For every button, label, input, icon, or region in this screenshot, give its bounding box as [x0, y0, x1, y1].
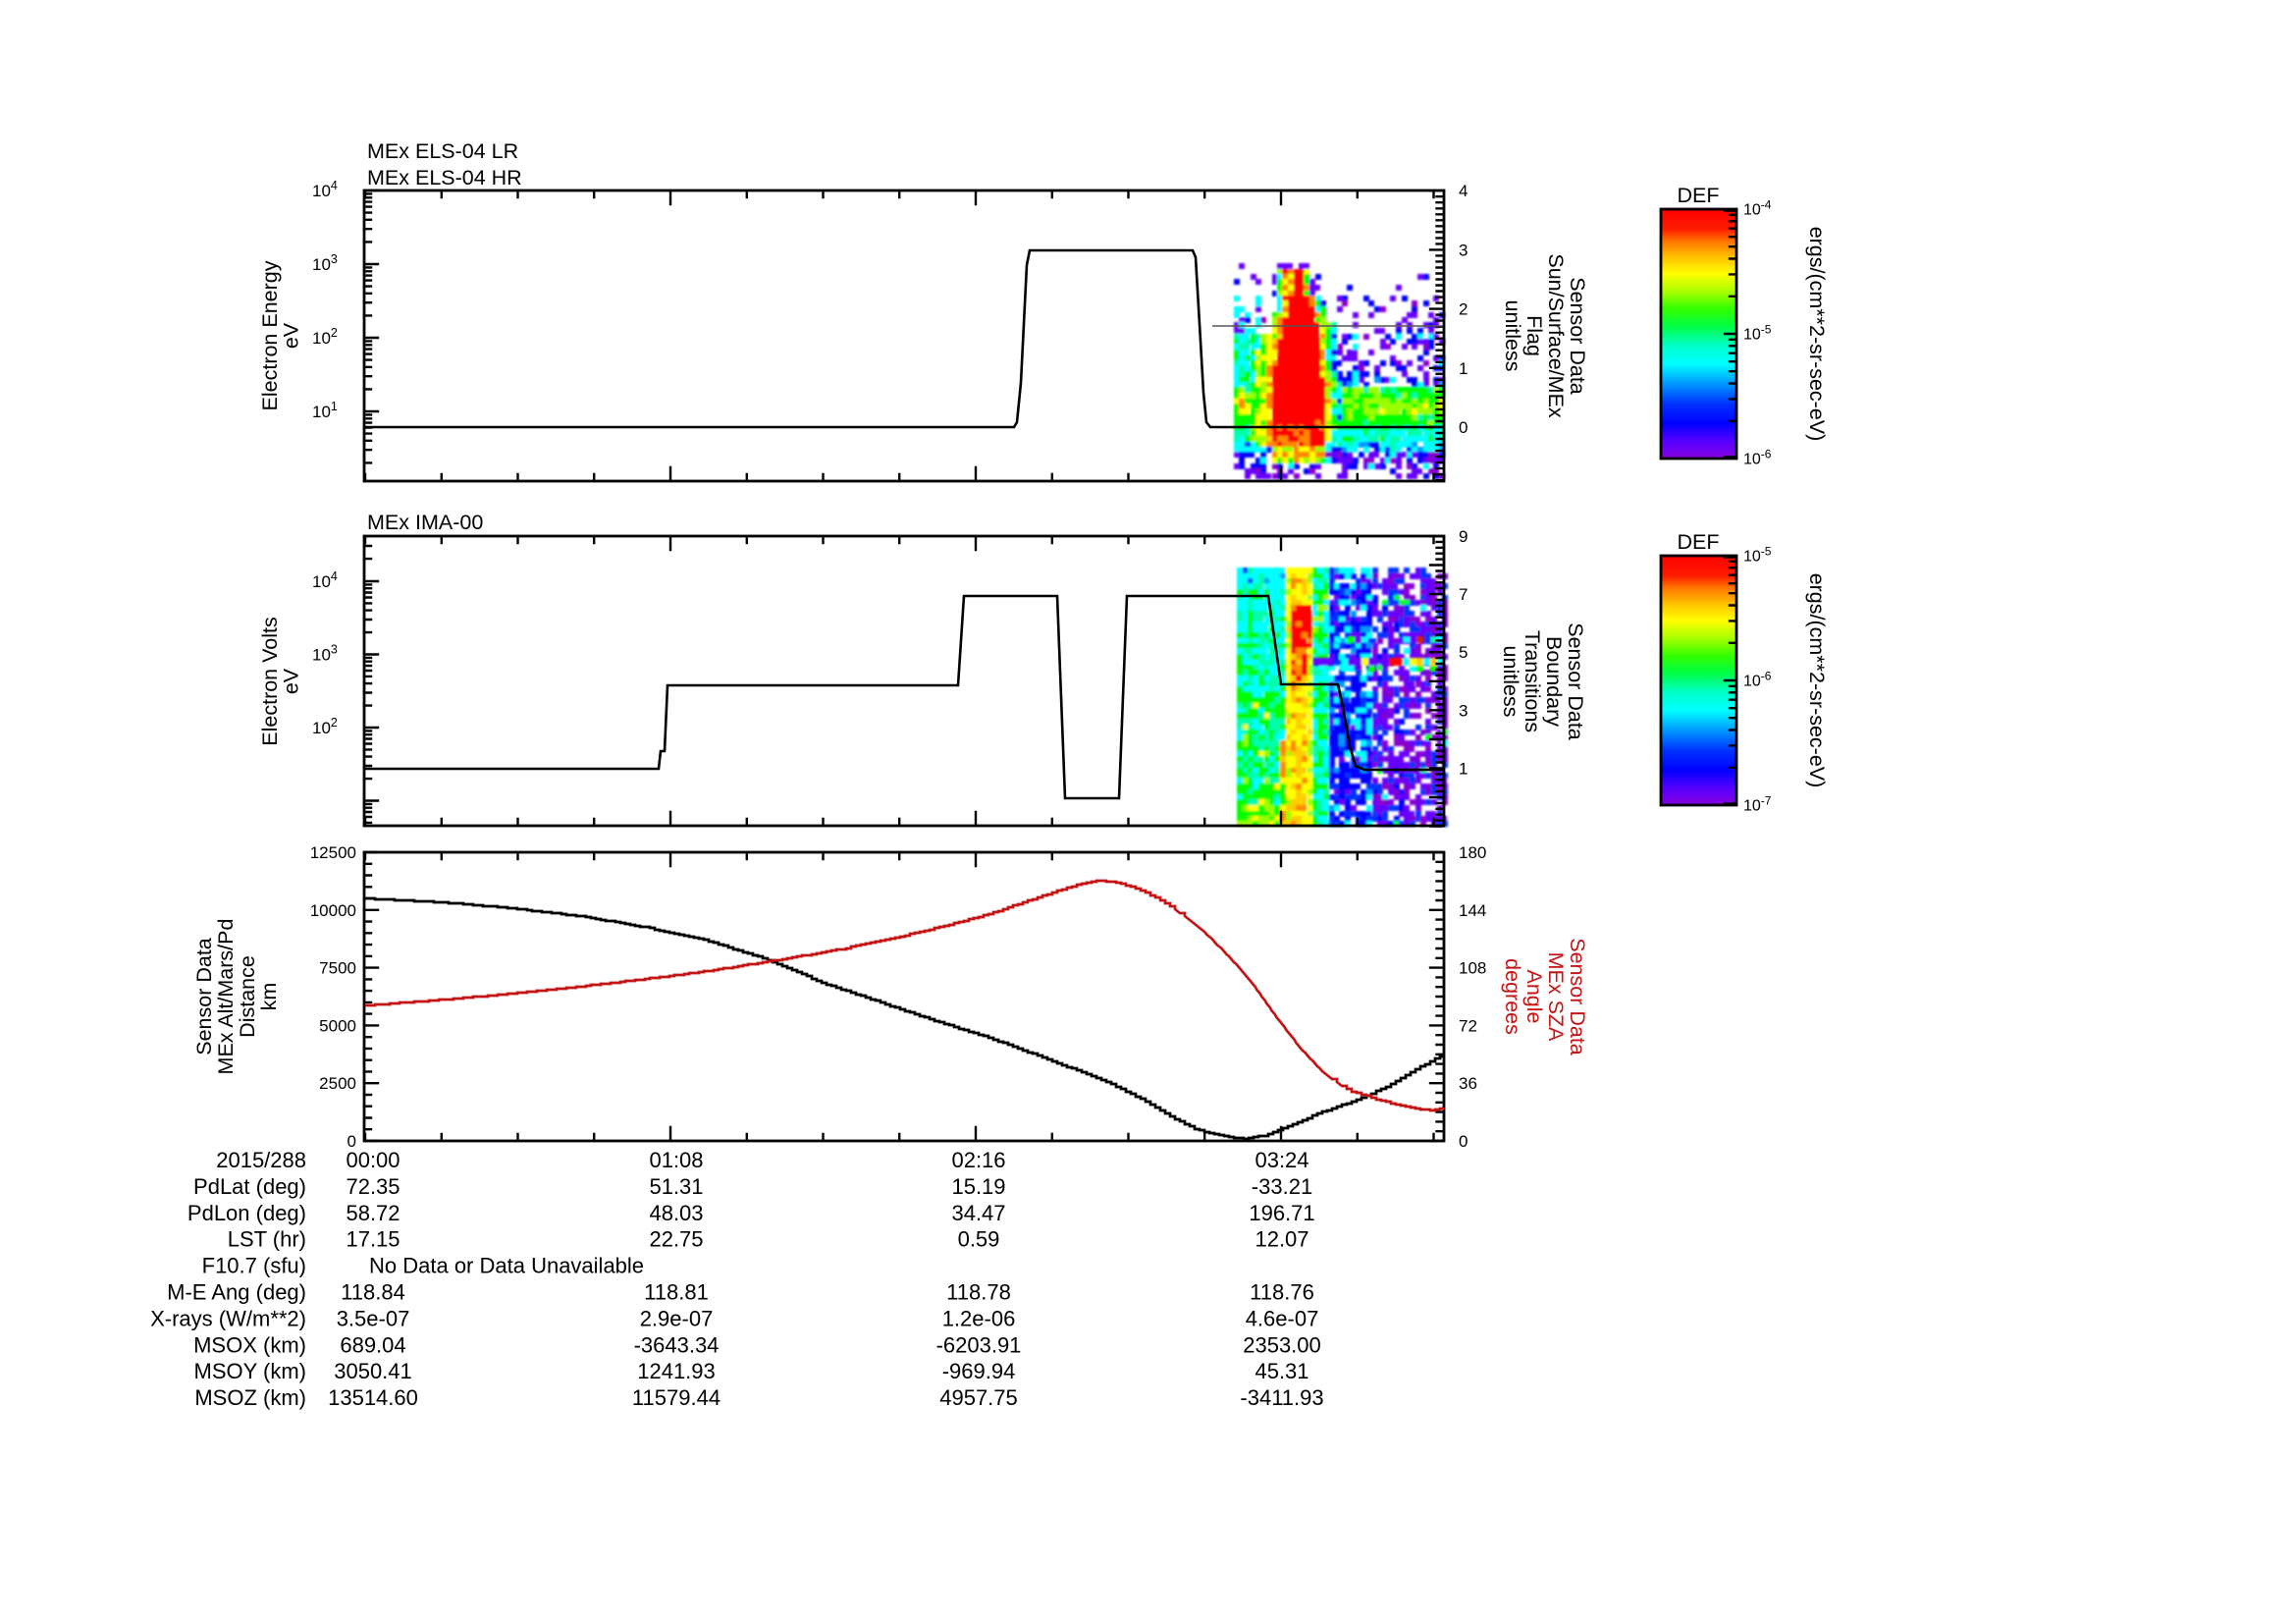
svg-text:X-rays (W/m**2): X-rays (W/m**2) [150, 1306, 306, 1330]
svg-text:DEF: DEF [1678, 184, 1720, 207]
svg-text:7: 7 [1459, 585, 1468, 604]
svg-text:Transitions: Transitions [1521, 630, 1544, 732]
svg-text:0.59: 0.59 [958, 1227, 1000, 1252]
svg-text:Boundary: Boundary [1542, 636, 1566, 727]
svg-text:-33.21: -33.21 [1252, 1174, 1312, 1199]
svg-text:00:00: 00:00 [346, 1148, 400, 1172]
svg-text:689.04: 689.04 [340, 1332, 405, 1357]
svg-text:M-E Ang (deg): M-E Ang (deg) [167, 1280, 306, 1305]
svg-text:36: 36 [1459, 1074, 1477, 1093]
svg-text:MEx SZA: MEx SZA [1544, 952, 1568, 1042]
svg-text:PdLon (deg): PdLon (deg) [187, 1201, 306, 1225]
svg-text:2.9e-07: 2.9e-07 [640, 1306, 714, 1330]
svg-text:Sensor Data: Sensor Data [1566, 938, 1589, 1055]
svg-text:Distance: Distance [236, 955, 259, 1038]
svg-text:9: 9 [1459, 527, 1468, 546]
svg-text:Electron Volts: Electron Volts [258, 617, 282, 745]
svg-text:4957.75: 4957.75 [939, 1385, 1018, 1410]
svg-text:Electron Energy: Electron Energy [258, 260, 282, 410]
svg-text:118.81: 118.81 [644, 1280, 709, 1305]
svg-text:MEx ELS-04 HR: MEx ELS-04 HR [367, 166, 522, 189]
svg-text:1241.93: 1241.93 [637, 1359, 716, 1383]
svg-text:4.6e-07: 4.6e-07 [1246, 1306, 1319, 1330]
svg-text:1: 1 [1459, 759, 1468, 778]
svg-text:Sensor Data: Sensor Data [192, 938, 216, 1055]
svg-text:0: 0 [1459, 1132, 1468, 1151]
svg-text:2500: 2500 [319, 1074, 356, 1093]
svg-text:eV: eV [280, 322, 303, 349]
svg-text:5: 5 [1459, 643, 1468, 662]
svg-text:unitless: unitless [1499, 646, 1522, 718]
svg-text:Sun/Surface/MEx: Sun/Surface/MEx [1544, 253, 1568, 418]
svg-text:MSOX (km): MSOX (km) [193, 1332, 306, 1357]
svg-text:15.19: 15.19 [951, 1174, 1005, 1199]
svg-text:0: 0 [1459, 418, 1468, 437]
svg-text:7500: 7500 [319, 959, 356, 978]
svg-text:118.76: 118.76 [1250, 1280, 1314, 1305]
svg-text:72: 72 [1459, 1016, 1477, 1035]
svg-text:180: 180 [1459, 843, 1486, 862]
svg-text:DEF: DEF [1678, 530, 1720, 554]
svg-text:22.75: 22.75 [649, 1227, 703, 1252]
svg-text:PdLat (deg): PdLat (deg) [193, 1174, 306, 1199]
svg-text:2353.00: 2353.00 [1243, 1332, 1321, 1357]
svg-text:3.5e-07: 3.5e-07 [337, 1306, 410, 1330]
svg-text:3: 3 [1459, 241, 1468, 259]
svg-text:1.2e-06: 1.2e-06 [942, 1306, 1016, 1330]
svg-text:Flag: Flag [1522, 315, 1546, 356]
svg-text:0: 0 [347, 1132, 356, 1151]
svg-text:km: km [257, 983, 281, 1011]
svg-text:51.31: 51.31 [649, 1174, 703, 1199]
svg-text:eV: eV [280, 668, 303, 694]
svg-text:144: 144 [1459, 901, 1486, 920]
svg-text:34.47: 34.47 [951, 1201, 1005, 1225]
svg-text:12.07: 12.07 [1255, 1227, 1308, 1252]
svg-text:72.35: 72.35 [346, 1174, 400, 1199]
svg-text:118.78: 118.78 [946, 1280, 1011, 1305]
svg-text:ergs/(cm**2-sr-sec-eV): ergs/(cm**2-sr-sec-eV) [1805, 227, 1829, 442]
svg-text:LST (hr): LST (hr) [228, 1227, 306, 1252]
svg-text:48.03: 48.03 [649, 1201, 703, 1225]
svg-text:MEx Alt/Mars/Pd: MEx Alt/Mars/Pd [214, 919, 238, 1075]
svg-text:1: 1 [1459, 359, 1468, 378]
svg-text:13514.60: 13514.60 [328, 1385, 418, 1410]
svg-text:ergs/(cm**2-sr-sec-eV): ergs/(cm**2-sr-sec-eV) [1805, 573, 1829, 788]
svg-text:degrees: degrees [1501, 958, 1524, 1035]
svg-text:17.15: 17.15 [346, 1227, 400, 1252]
svg-text:01:08: 01:08 [649, 1148, 703, 1172]
svg-text:4: 4 [1459, 182, 1468, 200]
svg-text:58.72: 58.72 [346, 1201, 400, 1225]
svg-text:45.31: 45.31 [1255, 1359, 1308, 1383]
svg-text:MEx ELS-04 LR: MEx ELS-04 LR [367, 139, 518, 163]
svg-text:-969.94: -969.94 [942, 1359, 1016, 1383]
svg-text:MSOZ (km): MSOZ (km) [194, 1385, 306, 1410]
svg-text:02:16: 02:16 [951, 1148, 1005, 1172]
svg-text:2015/288: 2015/288 [216, 1148, 306, 1172]
svg-text:03:24: 03:24 [1255, 1148, 1308, 1172]
svg-text:MEx IMA-00: MEx IMA-00 [367, 511, 483, 534]
svg-text:5000: 5000 [319, 1016, 356, 1035]
svg-text:10000: 10000 [310, 901, 356, 920]
svg-text:3050.41: 3050.41 [334, 1359, 412, 1383]
svg-text:Sensor Data: Sensor Data [1564, 622, 1587, 740]
svg-text:Sensor Data: Sensor Data [1566, 277, 1589, 395]
svg-text:118.84: 118.84 [341, 1280, 405, 1305]
svg-text:11579.44: 11579.44 [632, 1385, 721, 1410]
svg-text:3: 3 [1459, 701, 1468, 720]
svg-text:196.71: 196.71 [1249, 1201, 1314, 1225]
svg-text:MSOY (km): MSOY (km) [194, 1359, 306, 1383]
svg-text:12500: 12500 [310, 843, 356, 862]
svg-text:No Data or Data Unavailable: No Data or Data Unavailable [369, 1254, 644, 1278]
svg-text:F10.7 (sfu): F10.7 (sfu) [202, 1254, 306, 1278]
svg-text:unitless: unitless [1501, 300, 1524, 372]
svg-text:-3643.34: -3643.34 [634, 1332, 720, 1357]
svg-text:Angle: Angle [1522, 970, 1546, 1024]
svg-text:-6203.91: -6203.91 [936, 1332, 1022, 1357]
svg-text:2: 2 [1459, 300, 1468, 319]
svg-text:108: 108 [1459, 959, 1486, 978]
svg-text:-3411.93: -3411.93 [1240, 1385, 1323, 1410]
